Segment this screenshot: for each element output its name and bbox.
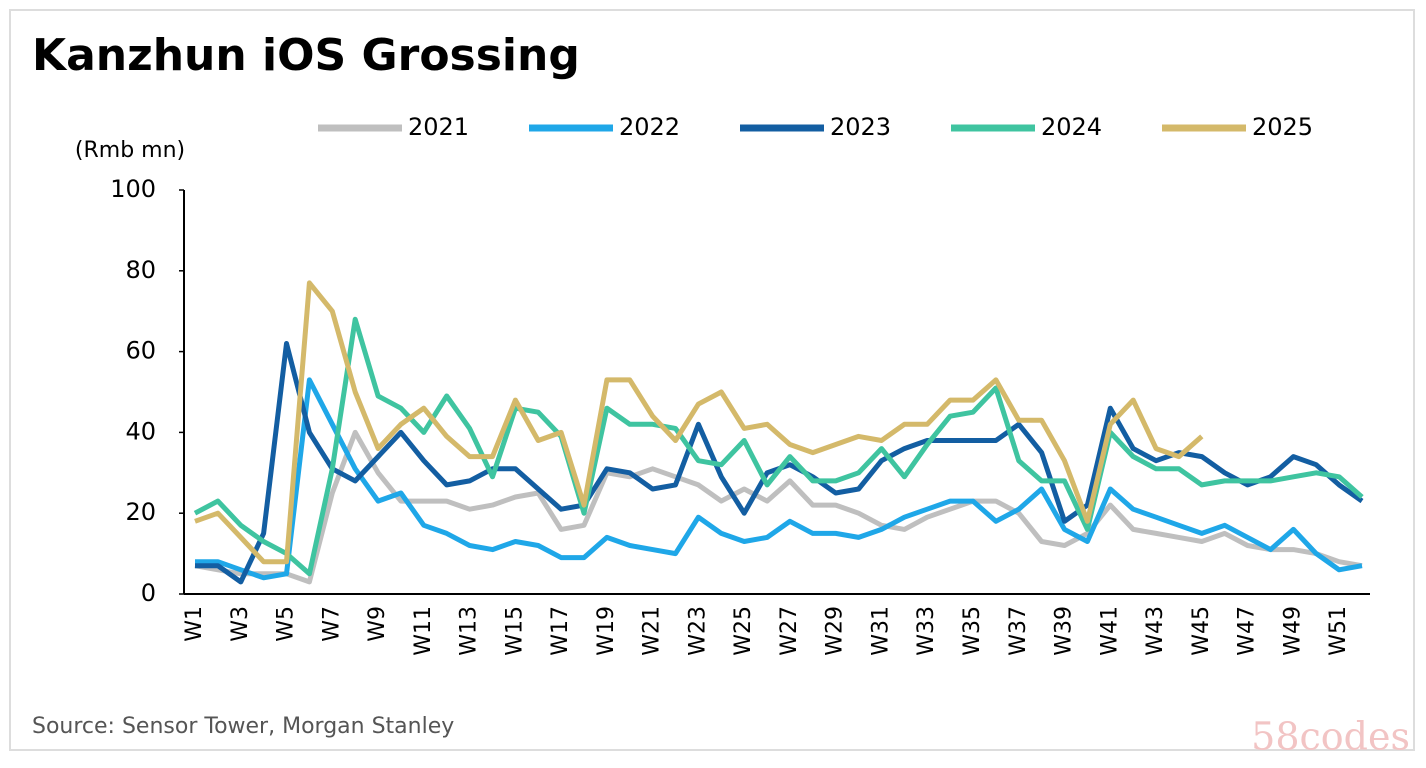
legend-label: 2025 [1252,113,1313,141]
y-tick-label: 100 [110,175,156,203]
x-tick-label: W39 [1052,606,1077,656]
y-tick-label: 80 [125,256,156,284]
x-tick-label: W49 [1280,606,1305,656]
x-tick-label: W13 [457,606,482,656]
y-tick-label: 0 [141,579,156,607]
frame [9,9,1415,751]
x-tick-label: W45 [1189,606,1214,656]
x-tick-label: W43 [1143,606,1168,656]
x-tick-label: W1 [182,606,207,642]
y-tick-label: 40 [125,417,156,445]
chart-title: Kanzhun iOS Grossing [32,30,580,81]
x-tick-label: W7 [319,606,344,642]
x-tick-label: W21 [640,606,665,656]
x-tick-label: W5 [274,606,299,642]
x-tick-label: W9 [365,606,390,642]
series-line [195,377,1363,581]
x-tick-label: W31 [868,606,893,656]
x-tick-label: W35 [960,606,985,656]
legend-label: 2024 [1041,113,1102,141]
legend-label: 2022 [619,113,680,141]
x-tick-label: W3 [228,606,253,642]
x-tick-label: W47 [1235,606,1260,656]
x-tick-label: W33 [914,606,939,656]
legend-label: 2023 [830,113,891,141]
y-axis-label: (Rmb mn) [75,138,185,163]
x-tick-label: W29 [823,606,848,656]
series-line [193,316,1364,577]
watermark: 58codes [1251,715,1410,759]
x-tick-label: W27 [777,606,802,656]
x-tick-label: W23 [685,606,710,656]
x-tick-label: W17 [548,606,573,656]
series-line [194,429,1363,585]
x-tick-label: W41 [1097,606,1122,656]
x-tick-label: W25 [731,606,756,656]
legend-label: 2021 [408,113,469,141]
x-tick-label: W15 [502,606,527,656]
y-tick-label: 60 [125,337,156,365]
y-tick-label: 20 [125,498,156,526]
x-tick-label: W51 [1326,606,1351,656]
series-line [194,280,1204,565]
source: Source: Sensor Tower, Morgan Stanley [32,714,454,739]
x-tick-label: W11 [411,606,436,656]
x-tick-label: W19 [594,606,619,656]
x-tick-label: W37 [1006,606,1031,656]
